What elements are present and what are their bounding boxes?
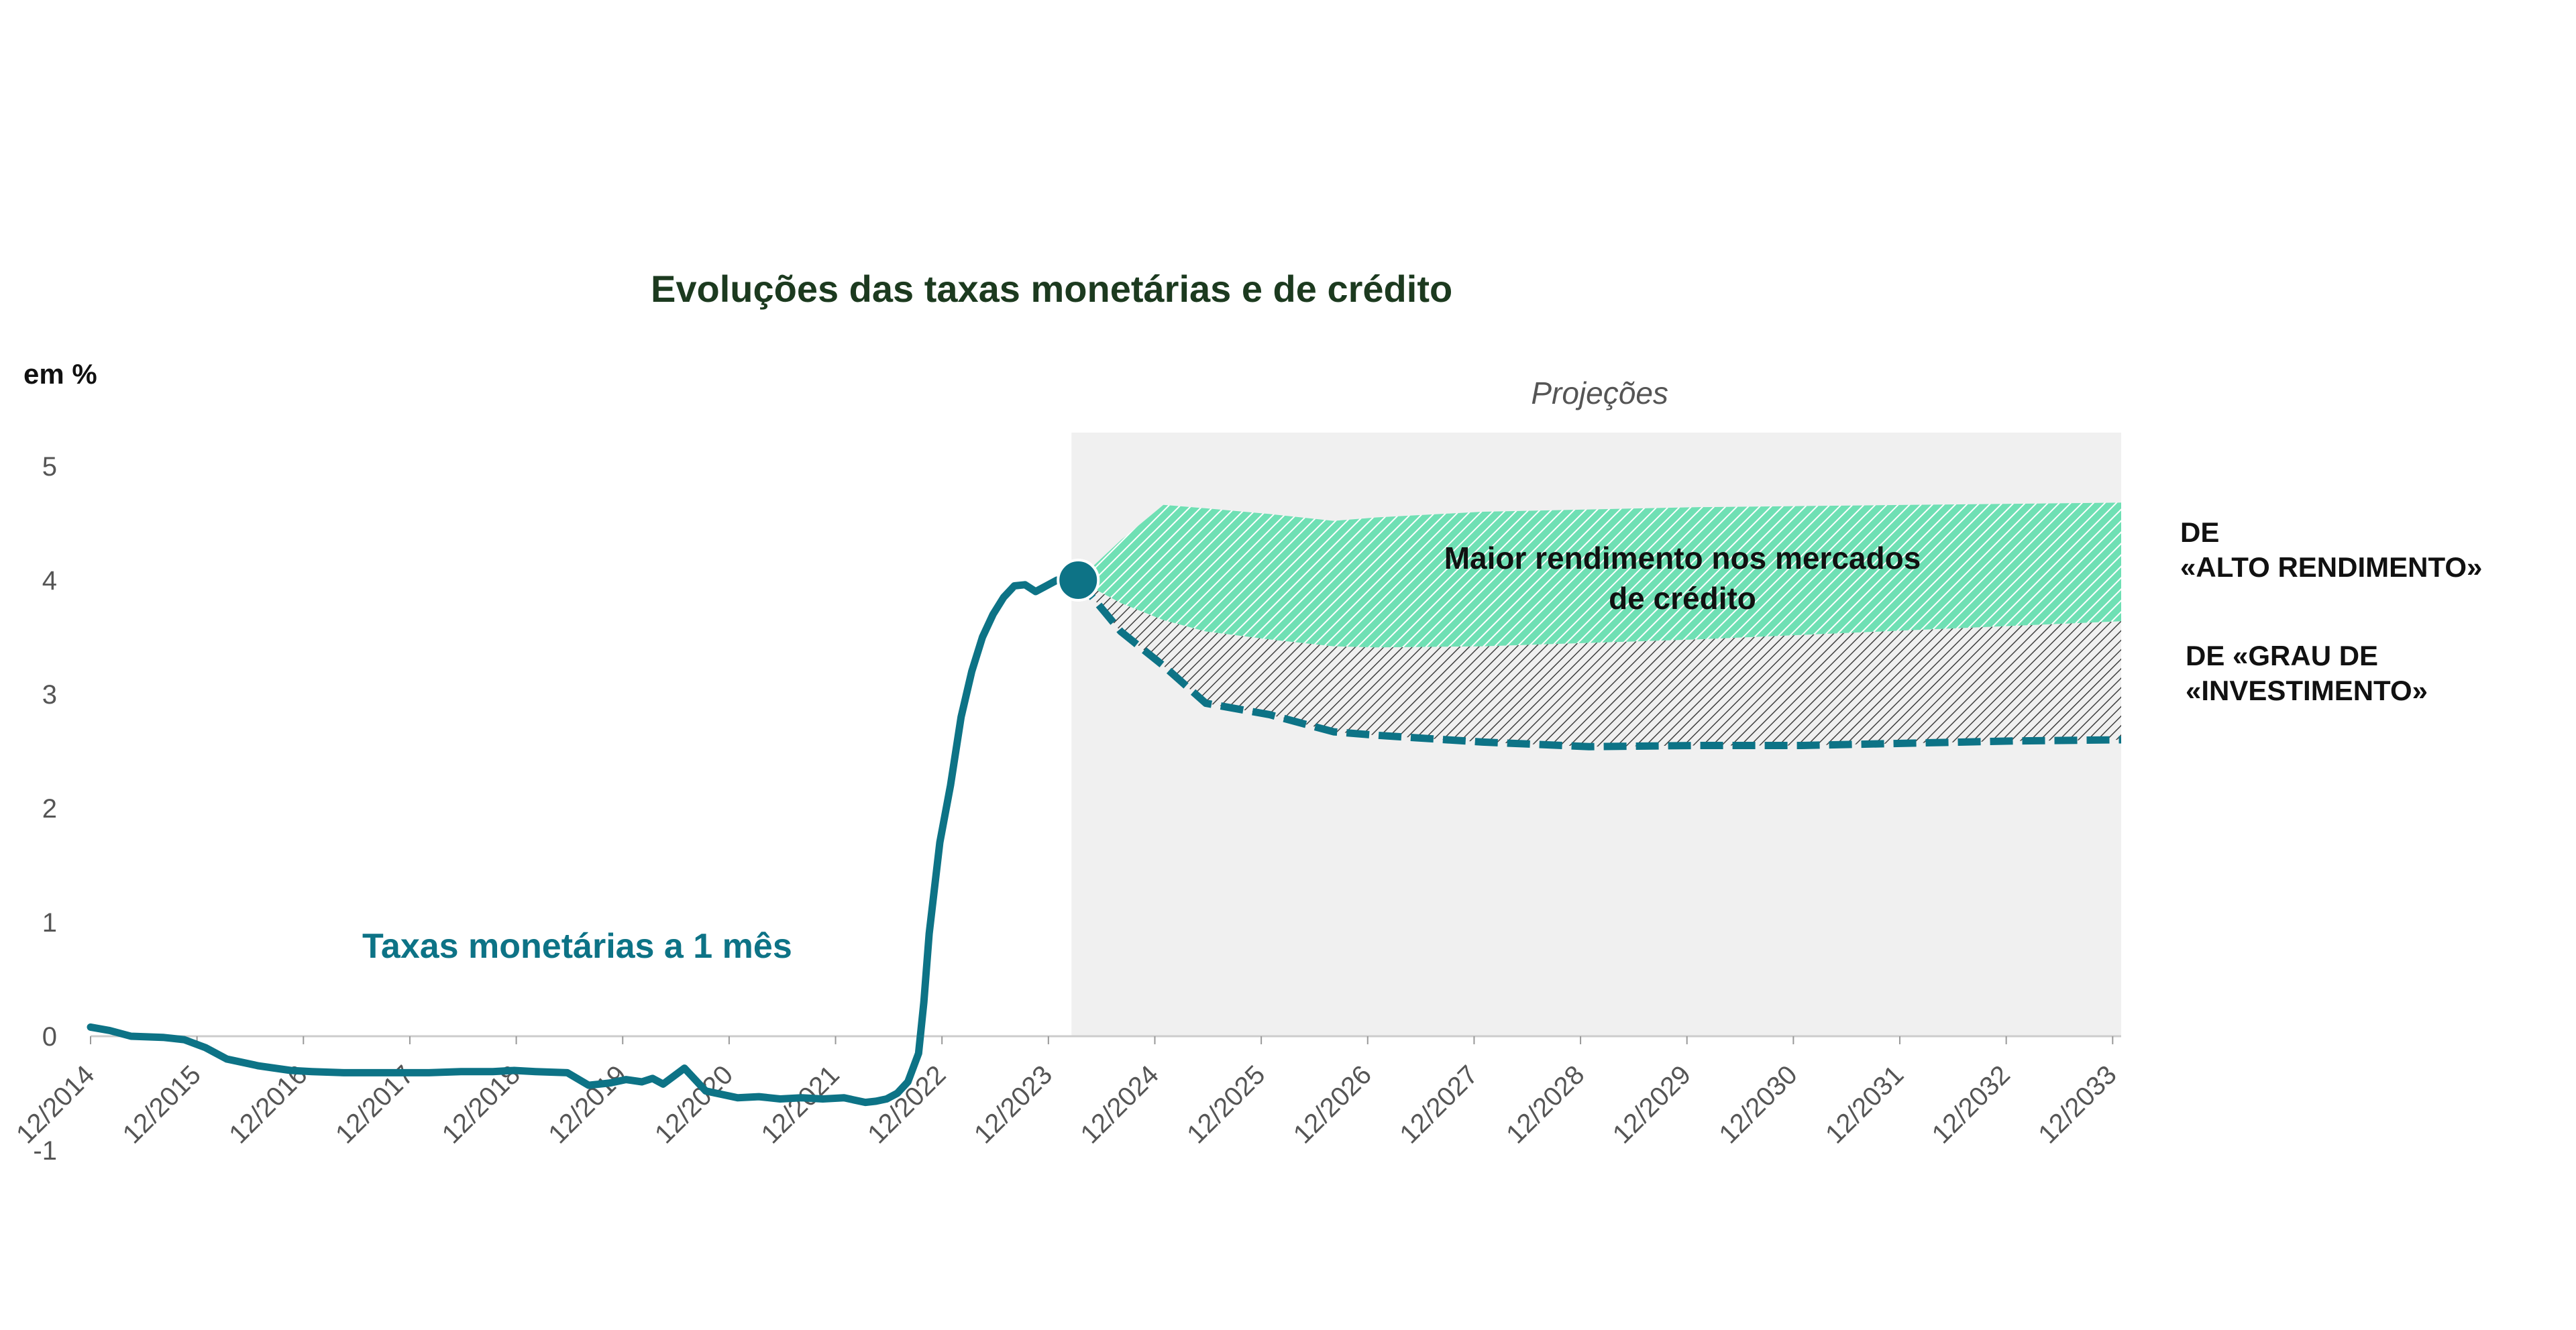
legend-high-yield-line-2: «ALTO RENDIMENTO» [2180,551,2482,583]
x-tick-label: 12/2021 [756,1060,845,1149]
x-tick-label: 12/2032 [1927,1060,2016,1149]
chart-title: Evoluções das taxas monetárias e de créd… [651,268,1452,310]
y-tick-label: 1 [42,908,57,938]
x-tick-label: 12/2030 [1713,1060,1803,1149]
y-tick-label: -1 [33,1136,57,1166]
x-tick-label: 12/2029 [1607,1060,1697,1149]
y-tick-label: 4 [42,566,57,596]
annotation-line-1: Maior rendimento nos mercados [1444,541,1921,575]
y-tick-label: 0 [42,1022,57,1052]
high-yield-band [1078,502,2121,648]
x-tick-label: 12/2033 [2033,1060,2122,1149]
x-tick-label: 12/2031 [1820,1060,1909,1149]
investment-grade-band [1078,580,2121,747]
monetary-rate-line [87,576,1082,1107]
x-tick-label: 12/2023 [969,1060,1058,1149]
x-tick-label: 12/2028 [1501,1060,1590,1149]
x-tick-label: 12/2025 [1181,1060,1271,1149]
legend-investment-grade-line-2: «INVESTIMENTO» [2186,675,2428,706]
series-label: Taxas monetárias a 1 mês [362,927,792,966]
y-tick-label: 3 [42,680,57,710]
y-tick-label: 2 [42,794,57,824]
x-tick-label: 12/2024 [1075,1060,1164,1149]
y-axis-unit: em % [23,358,97,390]
legend-investment-grade-line-1: DE «GRAU DE [2186,640,2378,671]
monetary-rate-projection-line [1075,577,2122,751]
y-tick-label: 5 [42,452,57,482]
projection-label: Projeções [1531,376,1668,410]
current-rate-marker [1057,559,1100,602]
legend-high-yield-line-1: DE [2180,516,2219,548]
x-tick-label: 12/2026 [1288,1060,1377,1149]
x-tick-label: 12/2027 [1394,1060,1483,1149]
annotation-line-2: de crédito [1609,581,1756,616]
x-tick-label: 12/2015 [117,1060,207,1149]
